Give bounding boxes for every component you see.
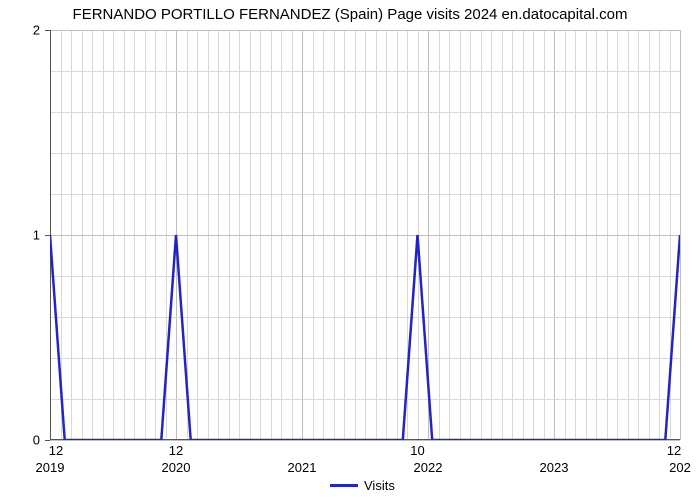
xtick-value-label: 12	[49, 443, 63, 458]
plot-area	[50, 30, 680, 440]
line-series-svg	[50, 30, 680, 440]
legend-swatch	[330, 484, 358, 487]
xtick-year-label: 2022	[414, 460, 443, 475]
xtick-value-label: 12	[169, 443, 183, 458]
ytick-mark	[45, 235, 50, 236]
ytick-label: 2	[22, 23, 40, 38]
visits-chart: FERNANDO PORTILLO FERNANDEZ (Spain) Page…	[0, 0, 700, 500]
gridline-x-major	[680, 30, 681, 440]
ytick-mark	[45, 30, 50, 31]
xtick-value-label: 12	[667, 443, 681, 458]
visits-line	[50, 235, 680, 440]
xtick-value-label: 10	[410, 443, 424, 458]
legend-label: Visits	[364, 478, 395, 493]
xtick-year-label: 2023	[540, 460, 569, 475]
ytick-label: 1	[22, 228, 40, 243]
xtick-year-label: 2020	[162, 460, 191, 475]
chart-title: FERNANDO PORTILLO FERNANDEZ (Spain) Page…	[0, 6, 700, 23]
chart-legend: Visits	[330, 478, 395, 493]
ytick-label: 0	[22, 433, 40, 448]
xtick-year-label: 2019	[36, 460, 65, 475]
gridline-y-major	[50, 440, 680, 441]
xtick-year-label: 2021	[288, 460, 317, 475]
xtick-year-label: 202	[669, 460, 691, 475]
ytick-mark	[45, 440, 50, 441]
